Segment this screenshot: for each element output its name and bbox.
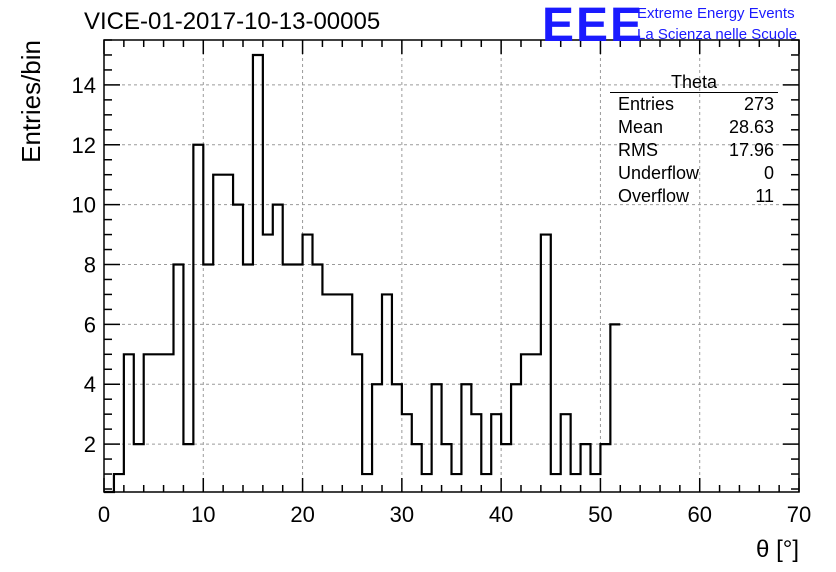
y-tick-label: 6 [84, 312, 96, 337]
stats-row-overflow: Overflow 11 [610, 185, 778, 208]
logo-line-2: La Scienza nelle Scuole [637, 26, 798, 43]
stats-label: Entries [618, 94, 675, 114]
x-tick-label: 0 [98, 502, 110, 527]
x-tick-label: 50 [588, 502, 612, 527]
stats-row-mean: Mean 28.63 [610, 116, 778, 139]
y-tick-label: 8 [84, 253, 96, 278]
x-tick-label: 70 [787, 502, 811, 527]
y-axis-label: Entries/bin [16, 40, 46, 163]
plot-title: VICE-01-2017-10-13-00005 [84, 8, 381, 35]
y-tick-label: 4 [84, 372, 96, 397]
stats-value: 28.63 [728, 117, 774, 137]
stats-value: 273 [743, 94, 774, 114]
stats-label: Overflow [618, 186, 690, 206]
stats-row-underflow: Underflow 0 [610, 162, 778, 185]
x-tick-label: 60 [687, 502, 711, 527]
x-tick-label: 10 [191, 502, 215, 527]
grid-lines [104, 40, 799, 492]
histogram-series-line [104, 53, 621, 494]
plot-frame [103, 39, 800, 493]
stats-label: Underflow [618, 163, 700, 183]
x-tick-label: 20 [290, 502, 314, 527]
stats-label: Mean [618, 117, 664, 137]
stats-row-entries: Entries 273 [610, 93, 778, 116]
axis-ticks [103, 39, 800, 492]
axis-tick-labels: 0 10 20 30 40 50 60 70 2 4 6 8 10 12 14 [72, 73, 812, 527]
stats-box: Theta Entries 273 Mean 28.63 RMS 17.96 U… [610, 72, 778, 208]
y-tick-label: 10 [72, 193, 96, 218]
stats-title: Theta [610, 72, 778, 93]
y-tick-label: 12 [72, 133, 96, 158]
stats-label: RMS [618, 140, 658, 160]
y-tick-label: 2 [84, 432, 96, 457]
x-tick-label: 40 [489, 502, 513, 527]
logo-line-1: Extreme Energy Events [637, 5, 795, 22]
y-tick-label: 14 [72, 73, 96, 98]
stats-value: 11 [755, 186, 774, 206]
x-axis-label: θ [°] [756, 536, 799, 563]
stats-value: 0 [763, 163, 774, 183]
stats-value: 17.96 [728, 140, 774, 160]
eee-logo: EEE [542, 0, 645, 52]
stats-row-rms: RMS 17.96 [610, 139, 778, 162]
x-tick-label: 30 [390, 502, 414, 527]
